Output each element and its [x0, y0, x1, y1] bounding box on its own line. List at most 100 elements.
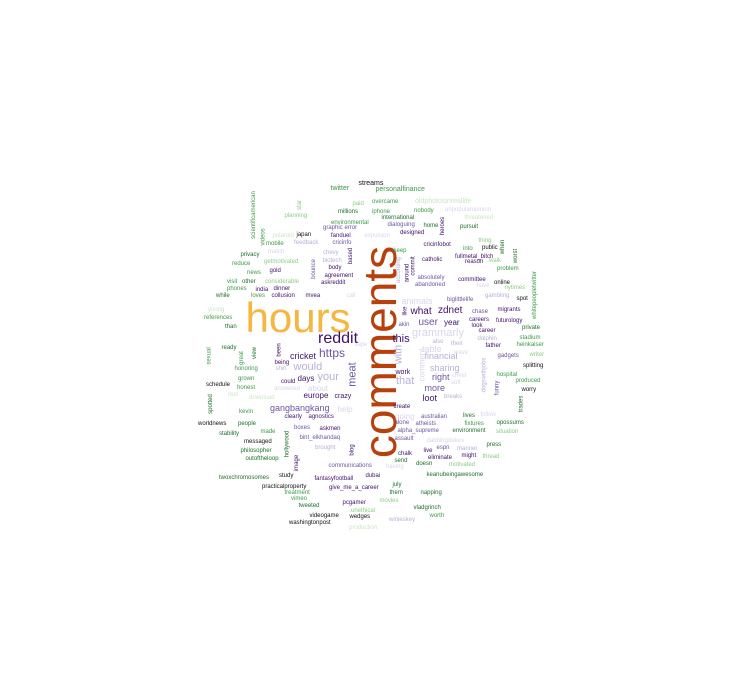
word-spot: spot: [516, 296, 528, 302]
word-commit: commit: [410, 256, 417, 276]
word-manner: manner: [457, 446, 478, 452]
word-privacy: privacy: [240, 252, 260, 258]
word-splitting: splitting: [523, 363, 544, 369]
word-error: error: [344, 225, 358, 231]
word-what: what: [410, 306, 432, 317]
word-thing: thing: [478, 238, 492, 244]
word-bounce: bounce: [310, 259, 317, 279]
word-twitter: twitter: [330, 184, 350, 192]
word-year: year: [444, 318, 460, 327]
word-trades: trades: [517, 395, 524, 413]
word-vladgrinch: vladgrinch: [413, 505, 441, 511]
word-other: other: [242, 279, 256, 285]
word-being: being: [274, 360, 290, 366]
word-environment: environment: [452, 428, 486, 434]
word-with: with: [392, 344, 405, 364]
word-atheists: atheists: [415, 421, 437, 427]
word-environmental: environmental: [331, 220, 369, 226]
word-gambling: gambling: [485, 293, 510, 299]
word-about: about: [308, 384, 329, 393]
word-catholic: catholic: [422, 257, 443, 263]
word-lives: lives: [463, 413, 476, 419]
word-practicalproperty: practicalproperty: [262, 484, 307, 490]
word-july: july: [392, 482, 402, 488]
word-boxes: boxes: [294, 425, 311, 431]
word-cricinfobot: cricinfobot: [423, 242, 451, 248]
word-hospital: hospital: [496, 372, 518, 378]
word-their: their: [451, 341, 463, 347]
word-right: right: [432, 371, 450, 382]
word-keep: keep: [393, 248, 407, 254]
word-send: send: [394, 458, 408, 464]
word-abandoned: abandoned: [415, 282, 446, 288]
word-cricinfo: cricinfo: [332, 240, 352, 246]
word-honoring: honoring: [234, 366, 258, 372]
word-videogame: videogame: [309, 513, 339, 519]
word-biglittlelife: biglittlelife: [447, 297, 474, 303]
word-polaroid: polaroid: [272, 233, 294, 239]
word-table: table: [422, 343, 442, 354]
word-work: work: [395, 368, 411, 376]
word-download: download: [249, 395, 275, 401]
word-mvea: mvea: [305, 293, 321, 299]
word-graphic: graphic: [323, 225, 343, 231]
word-overcame: overcame: [372, 199, 399, 205]
word-been: been: [276, 343, 283, 357]
word-shin: shin: [275, 366, 287, 372]
word-scientificamerican: scientificamerican: [250, 191, 257, 239]
word-opossums: opossums: [496, 420, 524, 426]
word-private: private: [522, 325, 541, 331]
word-dolphin: dolphin: [477, 336, 497, 342]
word-vape: vape: [354, 342, 368, 348]
word-online: online: [494, 280, 511, 286]
word-sharing: sharing: [430, 362, 460, 373]
word-reason: reason: [465, 259, 484, 265]
word-press: press: [486, 442, 502, 448]
word-pursuit: pursuit: [460, 224, 479, 230]
word-europe: europe: [303, 391, 329, 400]
word-personalfinance: personalfinance: [375, 185, 425, 193]
word-nytimes: nytimes: [504, 285, 526, 291]
word-give-me-a-career: give_me_a_career: [329, 485, 379, 491]
word-honest: honest: [237, 385, 256, 391]
word-young: young: [208, 307, 225, 313]
word-having: having: [386, 464, 404, 470]
word-heinkaiser: heinkaiser: [516, 342, 544, 348]
word-fanduel: fanduel: [331, 233, 351, 239]
word-biotech: biotech: [322, 258, 342, 264]
word-hours: hours: [245, 294, 351, 341]
word-fantasyfootball: fantasyfootball: [314, 476, 354, 482]
word-absolutely: absolutely: [417, 275, 445, 281]
word-rest: rest: [228, 392, 239, 398]
word-study: study: [279, 473, 294, 479]
word-image: image: [294, 454, 301, 472]
word-whitepeopletwitter: whitepeopletwitter: [532, 270, 539, 320]
word-vimeo: vimeo: [291, 496, 308, 502]
word-could: could: [281, 379, 296, 385]
word-going: going: [395, 412, 415, 421]
word-committee: committee: [458, 277, 486, 283]
word-akin: akin: [398, 322, 410, 328]
word-schedule: schedule: [206, 382, 231, 388]
word-pcgamer: pcgamer: [342, 500, 366, 506]
word-financial: financial: [424, 350, 458, 361]
word-help: help: [337, 405, 353, 414]
word-soft: soft: [451, 380, 461, 386]
word-home: home: [423, 223, 439, 229]
word-clearly: clearly: [284, 414, 302, 420]
word-mobile: mobile: [266, 241, 284, 247]
word-cricket: cricket: [290, 350, 317, 361]
word-askreddit: askreddit: [321, 280, 346, 286]
word-animals: animals: [401, 295, 433, 306]
word-doesn: doesn: [416, 461, 433, 467]
word-public: public: [482, 245, 498, 251]
word-winleskey: winleskey: [389, 517, 416, 523]
word-motivated: motivated: [449, 462, 476, 468]
word-considerable: considerable: [265, 279, 300, 285]
word-problem: problem: [497, 266, 519, 272]
word-movies: movies: [379, 498, 399, 504]
word-breaks: breaks: [444, 394, 463, 400]
word-assault: assault: [394, 436, 414, 442]
word-bint-elkhandaq: bint_elkhandaq: [299, 435, 341, 441]
word-askmen: askmen: [319, 426, 341, 432]
